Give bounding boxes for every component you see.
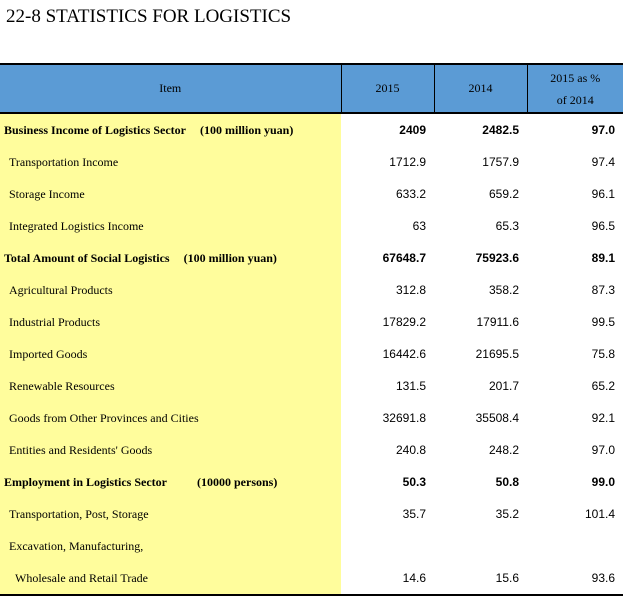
value-2014: 50.8	[495, 475, 519, 489]
table-row: Entities and Residents' Goods 240.8 248.…	[0, 434, 623, 466]
table-row: Transportation Income 1712.9 1757.9 97.4	[0, 146, 623, 178]
value-2015: 32691.8	[382, 411, 426, 425]
row-label: Employment in Logistics Sector (10000 per…	[0, 466, 341, 498]
page-title: 22-8 STATISTICS FOR LOGISTICS	[6, 6, 292, 27]
table-row: Integrated Logistics Income 63 65.3 96.5	[0, 210, 623, 242]
value-2014: 35508.4	[475, 411, 519, 425]
value-2014: 358.2	[488, 283, 519, 297]
row-label: Entities and Residents' Goods	[0, 434, 341, 466]
value-2014: 17911.6	[476, 315, 520, 329]
value-percent	[527, 530, 623, 562]
value-2015: 67648.7	[382, 251, 426, 265]
row-label: Wholesale and Retail Trade	[0, 562, 341, 596]
row-label: Transportation, Post, Storage	[0, 498, 341, 530]
value-2015: 63	[412, 219, 426, 233]
table-header-row: Item 2015 2014 2015 as % of 2014	[0, 63, 623, 114]
value-2014: 201.7	[488, 379, 519, 393]
value-percent: 87.3	[591, 283, 615, 297]
table-row: Business Income of Logistics Sector (100 …	[0, 113, 623, 146]
value-2015: 240.8	[395, 443, 426, 457]
table-row: Total Amount of Social Logistics (100 mil…	[0, 242, 623, 274]
column-header-item: Item	[0, 63, 342, 114]
row-label: Excavation, Manufacturing,	[0, 530, 341, 562]
value-2015: 633.2	[395, 187, 426, 201]
value-2014: 1757.9	[482, 155, 519, 169]
table-row: Wholesale and Retail Trade 14.6 15.6 93.…	[0, 562, 623, 596]
value-percent: 75.8	[591, 347, 615, 361]
table-row: Employment in Logistics Sector (10000 per…	[0, 466, 623, 498]
value-percent: 99.0	[591, 475, 615, 489]
row-unit: (10000 persons)	[197, 474, 278, 489]
value-percent: 96.1	[591, 187, 615, 201]
column-header-percent-line2: of 2014	[556, 92, 594, 107]
value-percent: 65.2	[591, 379, 615, 393]
value-2015: 312.8	[395, 283, 426, 297]
value-2015: 50.3	[402, 475, 426, 489]
value-2015	[341, 530, 434, 562]
table-row: Goods from Other Provinces and Cities 32…	[0, 402, 623, 434]
row-label: Renewable Resources	[0, 370, 341, 402]
row-label: Agricultural Products	[0, 274, 341, 306]
statistics-table: Item 2015 2014 2015 as % of 2014 Busines…	[0, 63, 623, 596]
value-percent: 99.5	[591, 315, 615, 329]
value-2015: 1712.9	[389, 155, 426, 169]
value-2014: 659.2	[488, 187, 519, 201]
row-label-text: Business Income of Logistics Sector	[4, 122, 186, 137]
row-label: Goods from Other Provinces and Cities	[0, 402, 341, 434]
value-percent: 92.1	[591, 411, 615, 425]
column-header-percent: 2015 as % of 2014	[527, 63, 623, 114]
value-percent: 97.0	[591, 443, 615, 457]
value-percent: 97.4	[591, 155, 615, 169]
value-percent: 96.5	[591, 219, 615, 233]
row-label: Integrated Logistics Income	[0, 210, 341, 242]
value-2014: 248.2	[488, 443, 519, 457]
table-row: Agricultural Products 312.8 358.2 87.3	[0, 274, 623, 306]
value-2014	[434, 530, 527, 562]
row-label-text: Total Amount of Social Logistics	[4, 250, 170, 265]
row-label: Total Amount of Social Logistics (100 mil…	[0, 242, 341, 274]
value-2015: 16442.6	[382, 347, 426, 361]
row-label: Transportation Income	[0, 146, 341, 178]
value-2014: 2482.5	[482, 123, 519, 137]
table-row: Imported Goods 16442.6 21695.5 75.8	[0, 338, 623, 370]
column-header-2015: 2015	[341, 63, 435, 114]
value-2015: 131.5	[395, 379, 426, 393]
row-unit: (100 million yuan)	[183, 250, 277, 265]
value-percent: 93.6	[527, 562, 623, 596]
value-2014: 65.3	[495, 219, 519, 233]
row-label: Storage Income	[0, 178, 341, 210]
table-row: Renewable Resources 131.5 201.7 65.2	[0, 370, 623, 402]
row-unit: (100 million yuan)	[200, 122, 294, 137]
value-2014: 15.6	[434, 562, 527, 596]
value-percent: 89.1	[591, 251, 615, 265]
table-row: Excavation, Manufacturing,	[0, 530, 623, 562]
value-2014: 35.2	[495, 507, 519, 521]
row-label: Imported Goods	[0, 338, 341, 370]
value-2015: 2409	[399, 123, 426, 137]
value-2015: 35.7	[402, 507, 426, 521]
table-row: Industrial Products 17829.2 17911.6 99.5	[0, 306, 623, 338]
value-percent: 101.4	[584, 507, 615, 521]
value-2015: 14.6	[341, 562, 434, 596]
value-percent: 97.0	[591, 123, 615, 137]
value-2014: 21695.5	[475, 347, 519, 361]
value-2014: 75923.6	[475, 251, 519, 265]
row-label: Business Income of Logistics Sector (100 …	[0, 113, 341, 146]
column-header-2014: 2014	[434, 63, 528, 114]
value-2015: 17829.2	[382, 315, 426, 329]
table-row: Storage Income 633.2 659.2 96.1	[0, 178, 623, 210]
table-row: Transportation, Post, Storage 35.7 35.2 …	[0, 498, 623, 530]
row-label: Industrial Products	[0, 306, 341, 338]
column-header-percent-line1: 2015 as %	[550, 70, 601, 85]
row-label-text: Employment in Logistics Sector	[4, 474, 167, 489]
